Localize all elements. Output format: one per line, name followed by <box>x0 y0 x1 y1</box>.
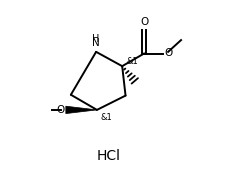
Text: H: H <box>92 34 100 44</box>
Text: O: O <box>56 105 65 115</box>
Polygon shape <box>66 106 97 114</box>
Text: HCl: HCl <box>97 149 121 163</box>
Text: N: N <box>92 38 100 48</box>
Text: &1: &1 <box>126 57 138 67</box>
Text: O: O <box>164 48 173 58</box>
Text: O: O <box>140 17 148 28</box>
Text: &1: &1 <box>100 113 112 122</box>
